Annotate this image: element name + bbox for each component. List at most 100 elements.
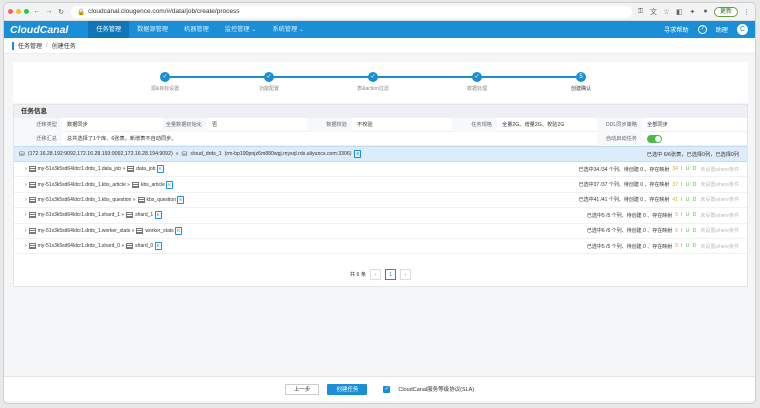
- target-table: worker_stats: [145, 227, 174, 234]
- more-icon[interactable]: ⋮: [743, 8, 750, 16]
- db-tag[interactable]: K: [354, 150, 362, 158]
- table-icon: [136, 227, 144, 234]
- table-icon: [28, 166, 36, 173]
- sla-checkbox[interactable]: ✓: [383, 385, 391, 393]
- column-status: 已选中5 /5 个列、待创建 0 、存在映射: [586, 212, 673, 219]
- table-tag[interactable]: K: [156, 165, 164, 174]
- expand-icon[interactable]: ›: [25, 196, 27, 203]
- key-icon[interactable]: ⚿: [637, 7, 644, 15]
- table-tag[interactable]: K: [154, 242, 162, 251]
- table-tag[interactable]: K: [175, 226, 183, 235]
- extension-icon[interactable]: ◧: [676, 8, 683, 16]
- update-button[interactable]: 更新: [713, 6, 738, 17]
- spec-value: 全量2G、增量2G、校验2G: [502, 121, 565, 128]
- column-count: 5: [675, 212, 678, 219]
- column-status: 已选中34 /34 个列、待创建 0 、存在映射: [578, 166, 670, 173]
- table-tag[interactable]: K: [154, 211, 162, 220]
- pagination: 共 6 条 ‹ 1 ›: [14, 269, 747, 280]
- address-bar[interactable]: 🔒 cloudcanal.clougence.com/#/data/job/cr…: [71, 5, 632, 18]
- table-row[interactable]: › my-51x3k5sd64ldcr1.drds_1.shard_1 » sh…: [14, 208, 747, 224]
- expand-icon[interactable]: ›: [25, 166, 27, 173]
- where-filter[interactable]: 未设置where条件: [700, 182, 739, 189]
- create-task-button[interactable]: 创建任务: [327, 383, 368, 395]
- task-info-panel: 任务信息 迁移类型 数据同步 全量数据初始化 否 数据校验 不校验 任务规格 全…: [13, 104, 748, 287]
- table-tag[interactable]: K: [166, 180, 174, 189]
- back-icon[interactable]: ←: [33, 8, 41, 15]
- step-1-label: 源&目标设置: [150, 86, 180, 92]
- breadcrumb: 任务管理 / 创建任务: [4, 38, 755, 54]
- where-filter[interactable]: 未设置where条件: [700, 243, 739, 250]
- sla-label[interactable]: CloudCanal服务等级协议(SLA): [398, 387, 475, 393]
- database-icon: ⛁: [181, 151, 188, 158]
- app-logo: CloudCanal: [10, 23, 69, 36]
- table-row[interactable]: › my-51x3k5sd64ldcr1.drds_1.shard_0 » sh…: [14, 239, 747, 255]
- user-name[interactable]: 助理: [715, 27, 728, 34]
- column-status: 已选中5 /5 个列、待创建 0 、存在映射: [586, 243, 673, 250]
- breadcrumb-parent[interactable]: 任务管理: [18, 44, 43, 50]
- summary-value: 总共选择了1个库、6张表。新增表不自动同步。: [67, 135, 177, 142]
- step-2-label: 功能配置: [258, 86, 280, 92]
- ddl-value: 全部同步: [647, 121, 668, 128]
- source-table: my-51x3k5sd64ldcr1.drds_1.shard_0: [37, 243, 120, 250]
- table-icon: [127, 166, 135, 173]
- table-row[interactable]: › my-51x3k5sd64ldcr1.drds_1.kbs_article …: [14, 177, 747, 193]
- source-table: my-51x3k5sd64ldcr1.drds_1.kbs_article: [37, 181, 126, 188]
- page-1-button[interactable]: 1: [385, 269, 397, 280]
- where-filter[interactable]: 未设置where条件: [700, 166, 739, 173]
- column-count: 41: [672, 196, 678, 203]
- step-connector: [269, 76, 373, 78]
- arrow-icon: »: [130, 227, 135, 234]
- question-icon[interactable]: ?: [697, 25, 707, 34]
- prev-step-button[interactable]: 上一步: [284, 383, 320, 395]
- db-status: 已选中 6/6张表，已选择0列，已选择0列: [646, 151, 739, 158]
- expand-icon[interactable]: ›: [25, 227, 27, 234]
- puzzle-icon[interactable]: ✦: [689, 8, 696, 16]
- forward-icon[interactable]: →: [45, 8, 53, 15]
- table-row[interactable]: › my-51x3k5sd64ldcr1.drds_1.kbs_question…: [14, 193, 747, 209]
- where-filter[interactable]: 未设置where条件: [700, 228, 739, 235]
- header-right: 寻求帮助 ? 助理 C: [664, 24, 755, 35]
- info-row: 迁移汇总 总共选择了1个库、6张表。新增表不自动同步。 自动启动任务: [14, 131, 747, 146]
- translate-icon[interactable]: 文: [649, 8, 657, 16]
- menu-datasource[interactable]: 数据源管理: [137, 26, 169, 33]
- menu-system[interactable]: 系统管理 ⌄: [272, 26, 305, 33]
- table-tag[interactable]: K: [177, 195, 185, 204]
- full-init-value: 否: [212, 121, 218, 128]
- source-table: my-51x3k5sd64ldcr1.drds_1.kbs_question: [37, 196, 132, 203]
- table-status: 已选中5 /5 个列、待创建 0 、存在映射 5 I U D 未设置where条件: [587, 212, 739, 219]
- where-filter[interactable]: 未设置where条件: [700, 197, 739, 204]
- table-row[interactable]: › my-51x3k5sd64ldcr1.drds_1.worker_stats…: [14, 224, 747, 239]
- iud-flags: I U D: [680, 196, 698, 203]
- autostart-label: 自动启动任务: [597, 131, 642, 146]
- column-status: 已选中6 /6 个列、待创建 0 、存在映射: [586, 228, 673, 235]
- where-filter[interactable]: 未设置where条件: [700, 212, 739, 219]
- step-1-check-icon: ✓: [160, 72, 170, 82]
- column-count: 6: [675, 227, 678, 234]
- help-link[interactable]: 寻求帮助: [663, 27, 689, 34]
- menu-machine[interactable]: 机器管理: [184, 26, 209, 33]
- next-page-button[interactable]: ›: [400, 269, 412, 280]
- zoom-dot[interactable]: [24, 9, 29, 14]
- lock-icon: 🔒: [77, 8, 86, 16]
- minimize-dot[interactable]: [16, 9, 21, 14]
- close-dot[interactable]: [8, 9, 13, 14]
- table-icon: [28, 212, 36, 219]
- autostart-toggle[interactable]: [647, 134, 662, 143]
- iud-flags: I U D: [680, 166, 698, 173]
- expand-icon[interactable]: ›: [25, 212, 27, 219]
- table-row[interactable]: › my-51x3k5sd64ldcr1.drds_1.data_job » d…: [14, 162, 747, 178]
- url-text: cloudcanal.clougence.com/#/data/job/crea…: [88, 8, 240, 15]
- profile-icon[interactable]: ●: [703, 8, 708, 15]
- column-status: 已选中37 /37 个列、待创建 0 、存在映射: [578, 182, 670, 189]
- step-4-label: 数据处理: [466, 86, 488, 92]
- menu-monitor[interactable]: 监控管理 ⌄: [224, 26, 257, 33]
- menu-task-manage[interactable]: 任务管理: [88, 21, 130, 38]
- spec-label: 任务规格: [452, 117, 497, 132]
- prev-page-button[interactable]: ‹: [370, 269, 382, 280]
- reload-icon[interactable]: ↻: [58, 8, 64, 16]
- star-icon[interactable]: ☆: [663, 8, 670, 16]
- expand-icon[interactable]: ›: [25, 181, 27, 188]
- expand-icon[interactable]: ›: [25, 243, 27, 250]
- avatar[interactable]: C: [737, 24, 748, 35]
- target-table: shard_1: [135, 212, 154, 219]
